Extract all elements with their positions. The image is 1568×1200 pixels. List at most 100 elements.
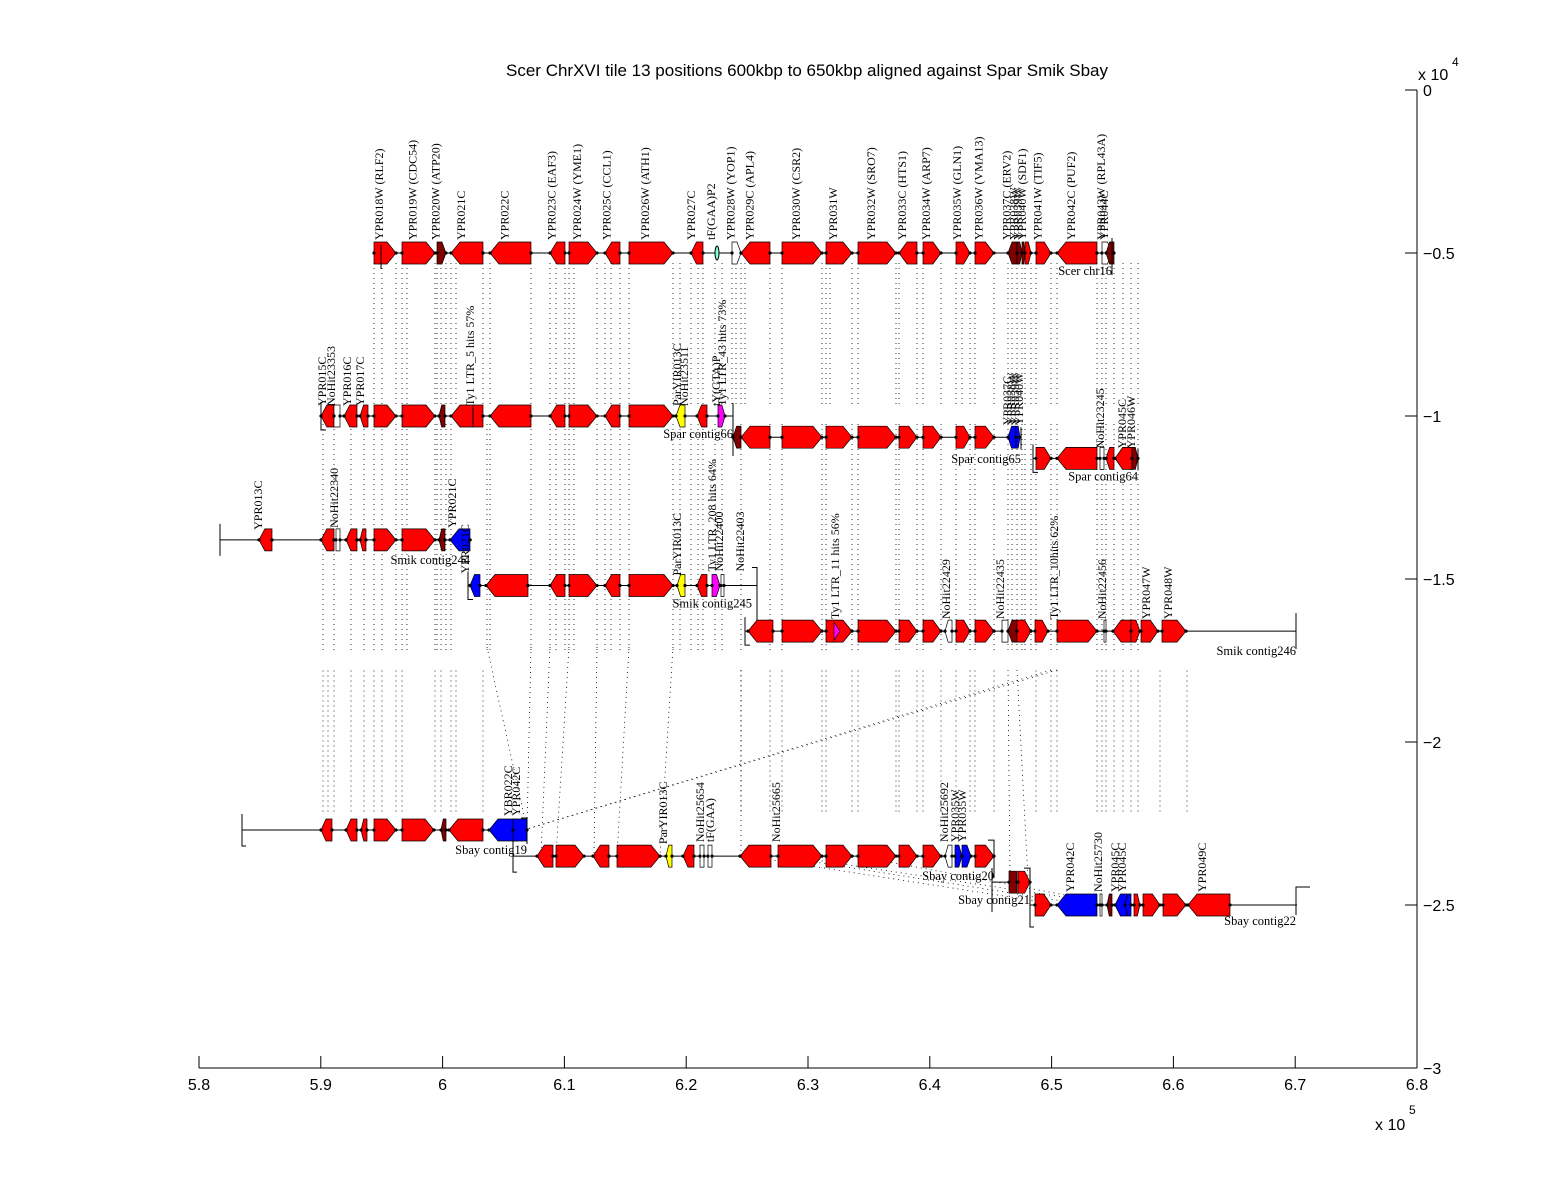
gene-arrow bbox=[857, 844, 897, 868]
gene-label: Ty1 LTR_43 hits 73% bbox=[715, 300, 729, 406]
gene-end-dot bbox=[1095, 456, 1099, 460]
gene-arrow bbox=[898, 241, 918, 265]
gene-end-dot bbox=[939, 251, 943, 255]
x-axis-multiplier: x 10 bbox=[1375, 1117, 1405, 1134]
gene-start-dot bbox=[1055, 629, 1059, 633]
gene-arrow bbox=[489, 241, 532, 265]
gene-label: NoHit23245 bbox=[1093, 388, 1107, 448]
gene-arrow bbox=[1130, 619, 1141, 643]
gene-start-dot bbox=[776, 854, 780, 858]
gene-end-dot bbox=[595, 251, 599, 255]
gene-label: YPR035W bbox=[955, 789, 969, 842]
contig-end-bracket bbox=[521, 817, 528, 845]
gene-end-dot bbox=[364, 538, 368, 542]
gene-end-dot bbox=[771, 629, 775, 633]
gene-arrow bbox=[568, 574, 598, 597]
gene-label: YPR016C bbox=[340, 357, 354, 406]
gene-start-dot bbox=[615, 854, 619, 858]
gene-end-dot bbox=[850, 854, 854, 858]
gene-start-dot bbox=[780, 435, 784, 439]
gene-end-dot bbox=[1112, 251, 1116, 255]
gene-end-dot bbox=[394, 251, 398, 255]
gene-start-dot bbox=[488, 251, 492, 255]
gene-arrow bbox=[974, 425, 995, 449]
gene-end-dot bbox=[894, 854, 898, 858]
gene-end-dot bbox=[443, 414, 447, 418]
gene-arrow bbox=[922, 425, 942, 449]
contig-end-bracket bbox=[988, 839, 995, 879]
gene-start-dot bbox=[535, 854, 539, 858]
gene-start-dot bbox=[1104, 456, 1108, 460]
gene-label: YPR026W (ATH1) bbox=[638, 147, 652, 240]
gene-start-dot bbox=[603, 414, 607, 418]
gene-start-dot bbox=[591, 854, 595, 858]
gene-arrow bbox=[568, 241, 598, 265]
gene-start-dot bbox=[319, 828, 323, 832]
gene-arrow bbox=[320, 528, 335, 552]
gene-end-dot bbox=[394, 828, 398, 832]
ortholog-link bbox=[1007, 669, 1011, 880]
gene-end-dot bbox=[850, 435, 854, 439]
gene-arrow bbox=[628, 574, 674, 597]
gene-end-dot bbox=[433, 414, 437, 418]
gene-start-dot bbox=[627, 583, 631, 588]
gene-end-dot bbox=[355, 538, 359, 542]
gene-arrow bbox=[450, 241, 484, 265]
gene-end-dot bbox=[1049, 456, 1053, 460]
gene-start-dot bbox=[856, 251, 860, 255]
gene-start-dot bbox=[372, 414, 376, 418]
gene-label: YPR039W bbox=[1011, 187, 1025, 240]
gene-arrow bbox=[1034, 619, 1049, 643]
gene-arrow bbox=[739, 844, 772, 868]
gene-arrow bbox=[360, 818, 368, 842]
gene-arrow bbox=[898, 425, 918, 449]
contig-label: Sbay contig21 bbox=[958, 893, 1030, 907]
gene-label: YPR036W (VMA13) bbox=[972, 137, 986, 240]
contig-end-bracket bbox=[512, 840, 517, 873]
gene-start-dot bbox=[921, 251, 925, 255]
gene-arrow bbox=[440, 818, 447, 842]
gene-label: YPR021C bbox=[458, 524, 472, 573]
gene-end-dot bbox=[915, 435, 919, 439]
gene-end-dot bbox=[595, 583, 599, 588]
gene-start-dot bbox=[1034, 251, 1038, 255]
gene-end-dot bbox=[529, 251, 533, 255]
gene-label: YPR035W bbox=[948, 789, 962, 842]
gene-end-dot bbox=[968, 251, 972, 255]
gene-start-dot bbox=[731, 435, 735, 439]
gene-label: ParYIR013C bbox=[670, 513, 684, 576]
gene-label: NoHit23353 bbox=[324, 346, 338, 406]
contig-label: Spar contig64 bbox=[1068, 469, 1139, 483]
gene-label: YPR038W bbox=[1007, 187, 1021, 240]
gene-start-dot bbox=[1007, 880, 1011, 884]
gene-end-dot bbox=[850, 251, 854, 255]
trna-mark bbox=[714, 245, 720, 261]
gene-start-dot bbox=[1055, 903, 1059, 907]
ltr-mark bbox=[833, 621, 841, 642]
gene-arrow bbox=[512, 818, 528, 842]
gene-arrow bbox=[450, 404, 484, 428]
gene-start-dot bbox=[897, 435, 901, 439]
y-axis-multiplier: x 10 bbox=[1418, 67, 1448, 84]
gene-start-dot bbox=[973, 435, 977, 439]
gene-start-dot bbox=[372, 538, 376, 542]
contig-label: Spar contig66 bbox=[663, 427, 733, 441]
gene-arrow bbox=[707, 844, 713, 868]
gene-arrow bbox=[857, 425, 897, 449]
gene-start-dot bbox=[1020, 251, 1024, 255]
y-tick-label: −3 bbox=[1423, 1061, 1441, 1078]
gene-start-dot bbox=[257, 538, 261, 542]
gene-start-dot bbox=[319, 414, 323, 418]
gene-arrow bbox=[1001, 619, 1009, 643]
gene-start-dot bbox=[449, 251, 453, 255]
gene-start-dot bbox=[973, 251, 977, 255]
gene-end-dot bbox=[468, 538, 472, 542]
gene-arrow bbox=[549, 241, 566, 265]
contig-end-bracket bbox=[241, 814, 246, 847]
gene-label: tF(GAA)P2 bbox=[704, 183, 718, 240]
gene-arrow bbox=[961, 844, 972, 868]
gene-start-dot bbox=[1105, 903, 1109, 907]
gene-end-dot bbox=[820, 854, 824, 858]
gene-end-dot bbox=[481, 414, 485, 418]
gene-end-dot bbox=[1110, 903, 1114, 907]
